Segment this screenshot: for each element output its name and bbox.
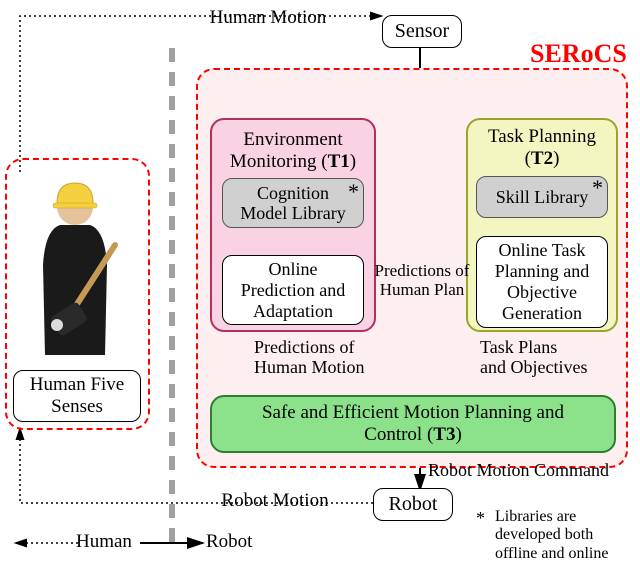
legend-human: Human — [76, 532, 132, 553]
t1-lib-text: Cognition Model Library — [240, 183, 345, 224]
t1-title-bold: T1 — [328, 151, 350, 172]
senses-text: Human Five Senses — [30, 374, 124, 418]
star-icon: * — [348, 179, 359, 204]
t1-title: Environment Monitoring (T1) — [230, 129, 356, 173]
t2-block: Task Planning (T2) Skill Library * Onlin… — [466, 118, 618, 332]
t2-title-bold: T2 — [531, 148, 553, 169]
t1-online-text: Online Prediction and Adaptation — [241, 259, 345, 321]
t2-lib: Skill Library * — [476, 176, 608, 218]
person-icon — [15, 165, 140, 365]
t2-title: Task Planning (T2) — [488, 126, 596, 170]
diagram-canvas: Human Motion Sensor SERoCS Human Five Se… — [0, 0, 640, 569]
label-pred-plan: Predictions of Human Plan — [372, 262, 472, 299]
legend-robot: Robot — [206, 532, 252, 553]
t1-lib: Cognition Model Library * — [222, 178, 364, 228]
footnote: * Libraries are developed both offline a… — [476, 508, 608, 563]
label-pred-motion: Predictions of Human Motion — [254, 338, 384, 378]
box-robot: Robot — [373, 488, 453, 521]
t3-block: Safe and Efficient Motion Planning and C… — [210, 395, 616, 453]
t1-title-l2b: ) — [350, 151, 356, 172]
t1-block: Environment Monitoring (T1) Cognition Mo… — [210, 118, 376, 332]
sensor-text: Sensor — [395, 20, 449, 43]
star-icon: * — [476, 508, 485, 528]
box-sensor: Sensor — [382, 15, 462, 48]
t1-title-l1: Environment — [243, 129, 342, 150]
t2-lib-text: Skill Library — [496, 187, 589, 208]
t3-l2a: Control ( — [364, 424, 433, 445]
t2-title-l2b: ) — [553, 148, 559, 169]
box-human-senses: Human Five Senses — [13, 370, 141, 422]
label-task-plans: Task Plans and Objectives — [480, 338, 610, 378]
serocs-title: SERoCS — [530, 40, 627, 69]
t1-online: Online Prediction and Adaptation — [222, 255, 364, 325]
robot-text: Robot — [389, 493, 438, 516]
star-icon: * — [592, 175, 603, 200]
label-robot-motion: Robot Motion — [210, 491, 340, 512]
label-human-motion: Human Motion — [198, 8, 338, 29]
t3-l2b: ) — [455, 424, 461, 445]
t1-title-l2a: Monitoring ( — [230, 151, 328, 172]
t2-online: Online Task Planning and Objective Gener… — [476, 236, 608, 328]
footnote-text: Libraries are developed both offline and… — [495, 508, 608, 563]
t2-title-l1: Task Planning — [488, 126, 596, 147]
t2-online-text: Online Task Planning and Objective Gener… — [495, 240, 590, 323]
t3-text: Safe and Efficient Motion Planning and C… — [262, 402, 564, 446]
t3-l1: Safe and Efficient Motion Planning and — [262, 402, 564, 423]
t3-bold: T3 — [433, 424, 455, 445]
label-robot-cmd: Robot Motion Command — [428, 461, 633, 481]
